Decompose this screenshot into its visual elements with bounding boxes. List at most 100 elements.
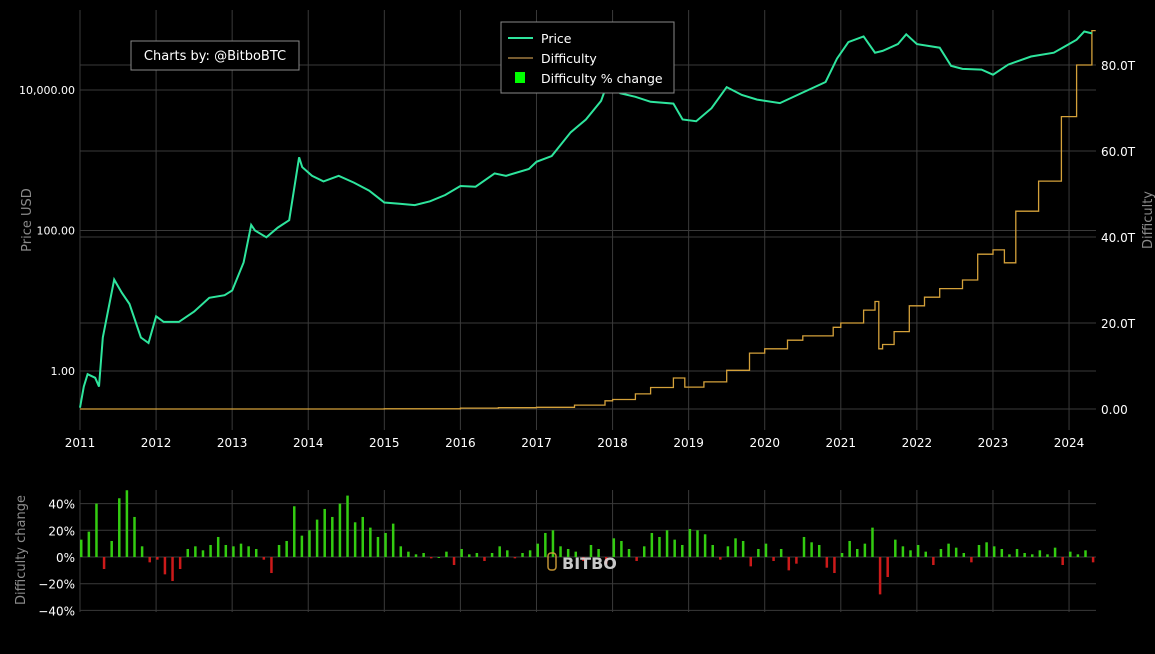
- difficulty-change-bar: [1016, 549, 1019, 557]
- difficulty-change-bar: [1031, 554, 1034, 557]
- difficulty-change-bar: [651, 533, 654, 557]
- difficulty-change-bar: [1084, 550, 1087, 557]
- difficulty-change-bar: [635, 557, 638, 561]
- difficulty-change-bar: [932, 557, 935, 565]
- bar-y-tick-label: 0%: [56, 551, 75, 565]
- bitbo-watermark: BITBO: [548, 553, 617, 573]
- difficulty-change-bar: [765, 544, 768, 557]
- difficulty-change-bar: [544, 533, 547, 557]
- difficulty-change-bar: [742, 541, 745, 557]
- difficulty-change-bar: [323, 509, 326, 557]
- difficulty-change-bar: [369, 528, 372, 557]
- difficulty-change-bar: [164, 557, 167, 574]
- difficulty-change-bar: [1054, 548, 1057, 557]
- difficulty-change-bar: [536, 544, 539, 557]
- difficulty-change-bar: [666, 530, 669, 557]
- x-tick-label: 2015: [369, 436, 400, 450]
- difficulty-change-bar: [1046, 554, 1049, 557]
- difficulty-change-bar: [628, 549, 631, 557]
- difficulty-change-bar: [1061, 557, 1064, 565]
- y-left-tick-label: 100.00: [37, 225, 76, 238]
- x-tick-label: 2016: [445, 436, 476, 450]
- difficulty-change-bar: [88, 532, 91, 557]
- difficulty-change-bar: [217, 537, 220, 557]
- difficulty-change-bar: [430, 557, 433, 558]
- difficulty-change-bar: [772, 557, 775, 561]
- bar-y-tick-label: 20%: [48, 524, 75, 538]
- difficulty-change-bar: [689, 529, 692, 557]
- difficulty-change-bar: [757, 549, 760, 557]
- difficulty-change-bar: [734, 538, 737, 557]
- difficulty-change-bar: [871, 528, 874, 557]
- difficulty-change-bar: [940, 549, 943, 557]
- difficulty-change-bar: [1092, 557, 1095, 562]
- difficulty-change-bar: [704, 534, 707, 557]
- difficulty-change-bar: [521, 553, 524, 557]
- difficulty-change-bar: [993, 546, 996, 557]
- difficulty-change-bar: [719, 557, 722, 560]
- difficulty-change-bar: [1077, 554, 1080, 557]
- difficulty-change-bar: [727, 546, 730, 557]
- difficulty-change-bar: [400, 546, 403, 557]
- difficulty-change-bar: [240, 544, 243, 557]
- difficulty-change-bar: [278, 545, 281, 557]
- difficulty-change-bar: [514, 557, 517, 558]
- difficulty-change-bar: [285, 541, 288, 557]
- difficulty-change-bar: [339, 504, 342, 557]
- difficulty-change-bar: [270, 557, 273, 573]
- difficulty-change-bar: [909, 550, 912, 557]
- difficulty-change-bar: [331, 517, 334, 557]
- y-left-tick-label: 1.00: [51, 365, 76, 378]
- y-left-axis-label: Price USD: [20, 188, 35, 252]
- difficulty-change-bar: [924, 552, 927, 557]
- difficulty-change-bar: [476, 553, 479, 557]
- difficulty-change-bar: [1039, 550, 1042, 557]
- difficulty-change-bar: [263, 557, 266, 560]
- difficulty-change-bar: [491, 553, 494, 557]
- difficulty-change-bar: [225, 545, 228, 557]
- y-right-tick-label: 40.0T: [1101, 231, 1136, 245]
- difficulty-change-bar: [209, 545, 212, 557]
- difficulty-change-bar: [917, 545, 920, 557]
- credit-text: Charts by: @BitboBTC: [144, 49, 286, 64]
- difficulty-change-bar: [247, 546, 250, 557]
- x-tick-label: 2011: [65, 436, 96, 450]
- difficulty-change-bar: [643, 546, 646, 557]
- difficulty-change-bar: [498, 546, 501, 557]
- difficulty-change-bar: [392, 524, 395, 557]
- difficulty-change-bar: [620, 541, 623, 557]
- difficulty-change-bar: [232, 546, 235, 557]
- difficulty-change-bar: [255, 549, 258, 557]
- difficulty-change-bar: [141, 546, 144, 557]
- x-tick-label: 2012: [141, 436, 172, 450]
- y-right-axis-label: Difficulty: [1141, 191, 1155, 249]
- difficulty-change-bar: [970, 557, 973, 562]
- difficulty-change-bar: [407, 552, 410, 557]
- difficulty-change-bar: [833, 557, 836, 573]
- difficulty-change-bar: [856, 549, 859, 557]
- difficulty-change-bar: [788, 557, 791, 570]
- legend-price[interactable]: Price: [541, 31, 572, 46]
- y-right-tick-label: 20.0T: [1101, 317, 1136, 331]
- x-tick-label: 2017: [521, 436, 552, 450]
- y-left-tick-label: 10,000.00: [19, 84, 75, 97]
- difficulty-change-bar: [780, 549, 783, 557]
- difficulty-change-bar: [841, 553, 844, 557]
- difficulty-change-bar: [803, 537, 806, 557]
- y-right-tick-label: 0.00: [1101, 403, 1128, 417]
- bar-y-axis-label: Difficulty change: [14, 495, 29, 605]
- difficulty-change-bar: [110, 541, 113, 557]
- x-tick-label: 2013: [217, 436, 248, 450]
- y-right-tick-label: 60.0T: [1101, 145, 1136, 159]
- difficulty-change-bar: [955, 548, 958, 557]
- difficulty-change-bar: [673, 540, 676, 557]
- bar-y-tick-label: −40%: [38, 604, 75, 618]
- legend-difficulty-change[interactable]: Difficulty % change: [541, 71, 663, 86]
- x-tick-label: 2014: [293, 436, 324, 450]
- legend-difficulty[interactable]: Difficulty: [541, 51, 597, 66]
- difficulty-change-bar: [179, 557, 182, 569]
- difficulty-change-bar: [1008, 554, 1011, 557]
- difficulty-change-bar: [864, 544, 867, 557]
- difficulty-change-bar: [445, 552, 448, 557]
